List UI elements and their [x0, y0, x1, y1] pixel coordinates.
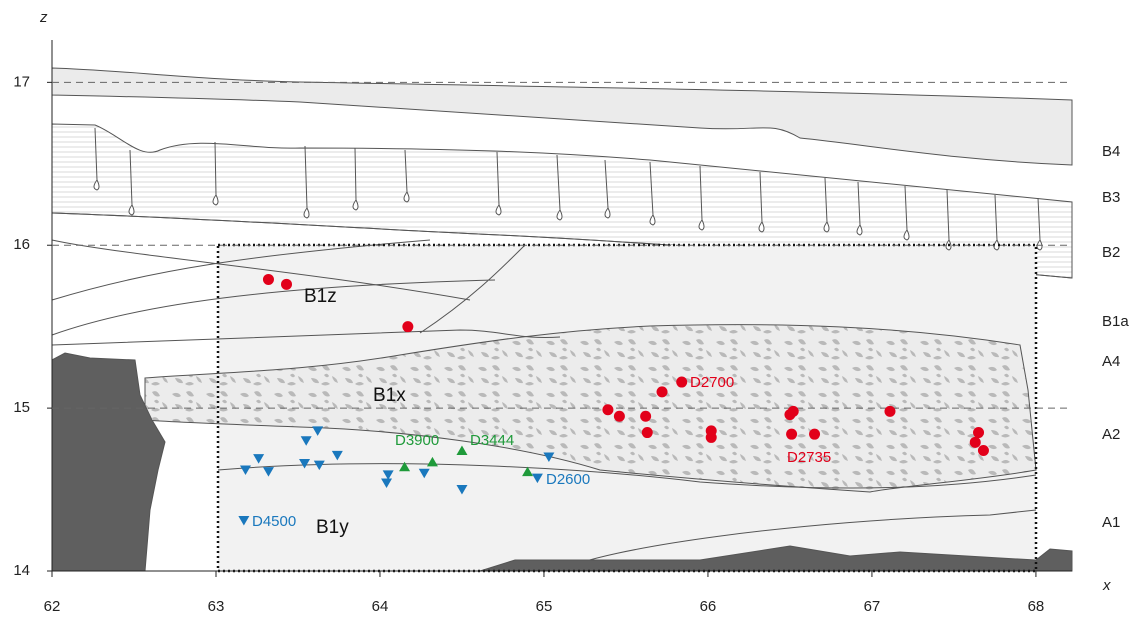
annotation: D3444 [470, 432, 514, 449]
x-tick-label: 68 [1028, 598, 1045, 615]
data-point [263, 274, 274, 285]
data-point [970, 437, 981, 448]
x-tick-label: 63 [208, 598, 225, 615]
x-tick-label: 65 [536, 598, 553, 615]
data-point [973, 427, 984, 438]
annotation: D3900 [395, 432, 439, 449]
layer-label: B4 [1102, 143, 1120, 160]
x-tick-label: 66 [700, 598, 717, 615]
data-point [809, 429, 820, 440]
data-point [640, 411, 651, 422]
strata [52, 68, 1072, 571]
x-tick-label: 67 [864, 598, 881, 615]
data-point [602, 404, 613, 415]
chart: z x 14 15 16 17 62 63 64 65 66 67 68 D2700 D2735 D390… [0, 0, 1139, 621]
data-point [786, 429, 797, 440]
annotation: B1x [373, 385, 406, 406]
y-tick-label: 14 [13, 562, 30, 579]
y-tick-label: 16 [13, 236, 30, 253]
layer-label: B2 [1102, 244, 1120, 261]
annotation: D2600 [546, 471, 590, 488]
x-axis-label: x [1102, 577, 1111, 594]
y-axis-label: z [39, 9, 48, 26]
layer-label: A1 [1102, 514, 1120, 531]
y-tick-label: 15 [13, 399, 30, 416]
annotation: D2735 [787, 449, 831, 466]
layer-label: B1a [1102, 313, 1129, 330]
data-point [884, 406, 895, 417]
layer-label: A2 [1102, 426, 1120, 443]
layer-label: B3 [1102, 189, 1120, 206]
data-point [281, 279, 292, 290]
annotation: B1y [316, 517, 349, 538]
data-point [676, 377, 687, 388]
annotation: D4500 [252, 513, 296, 530]
data-point [642, 427, 653, 438]
x-tick-label: 62 [44, 598, 61, 615]
data-point [614, 411, 625, 422]
annotation: D2700 [690, 374, 734, 391]
layer-label: A4 [1102, 353, 1120, 370]
data-point [788, 406, 799, 417]
data-point [978, 445, 989, 456]
x-tick-label: 64 [372, 598, 389, 615]
data-point [402, 321, 413, 332]
data-point [657, 386, 668, 397]
data-point [706, 432, 717, 443]
y-tick-label: 17 [13, 73, 30, 90]
annotation: B1z [304, 286, 337, 307]
